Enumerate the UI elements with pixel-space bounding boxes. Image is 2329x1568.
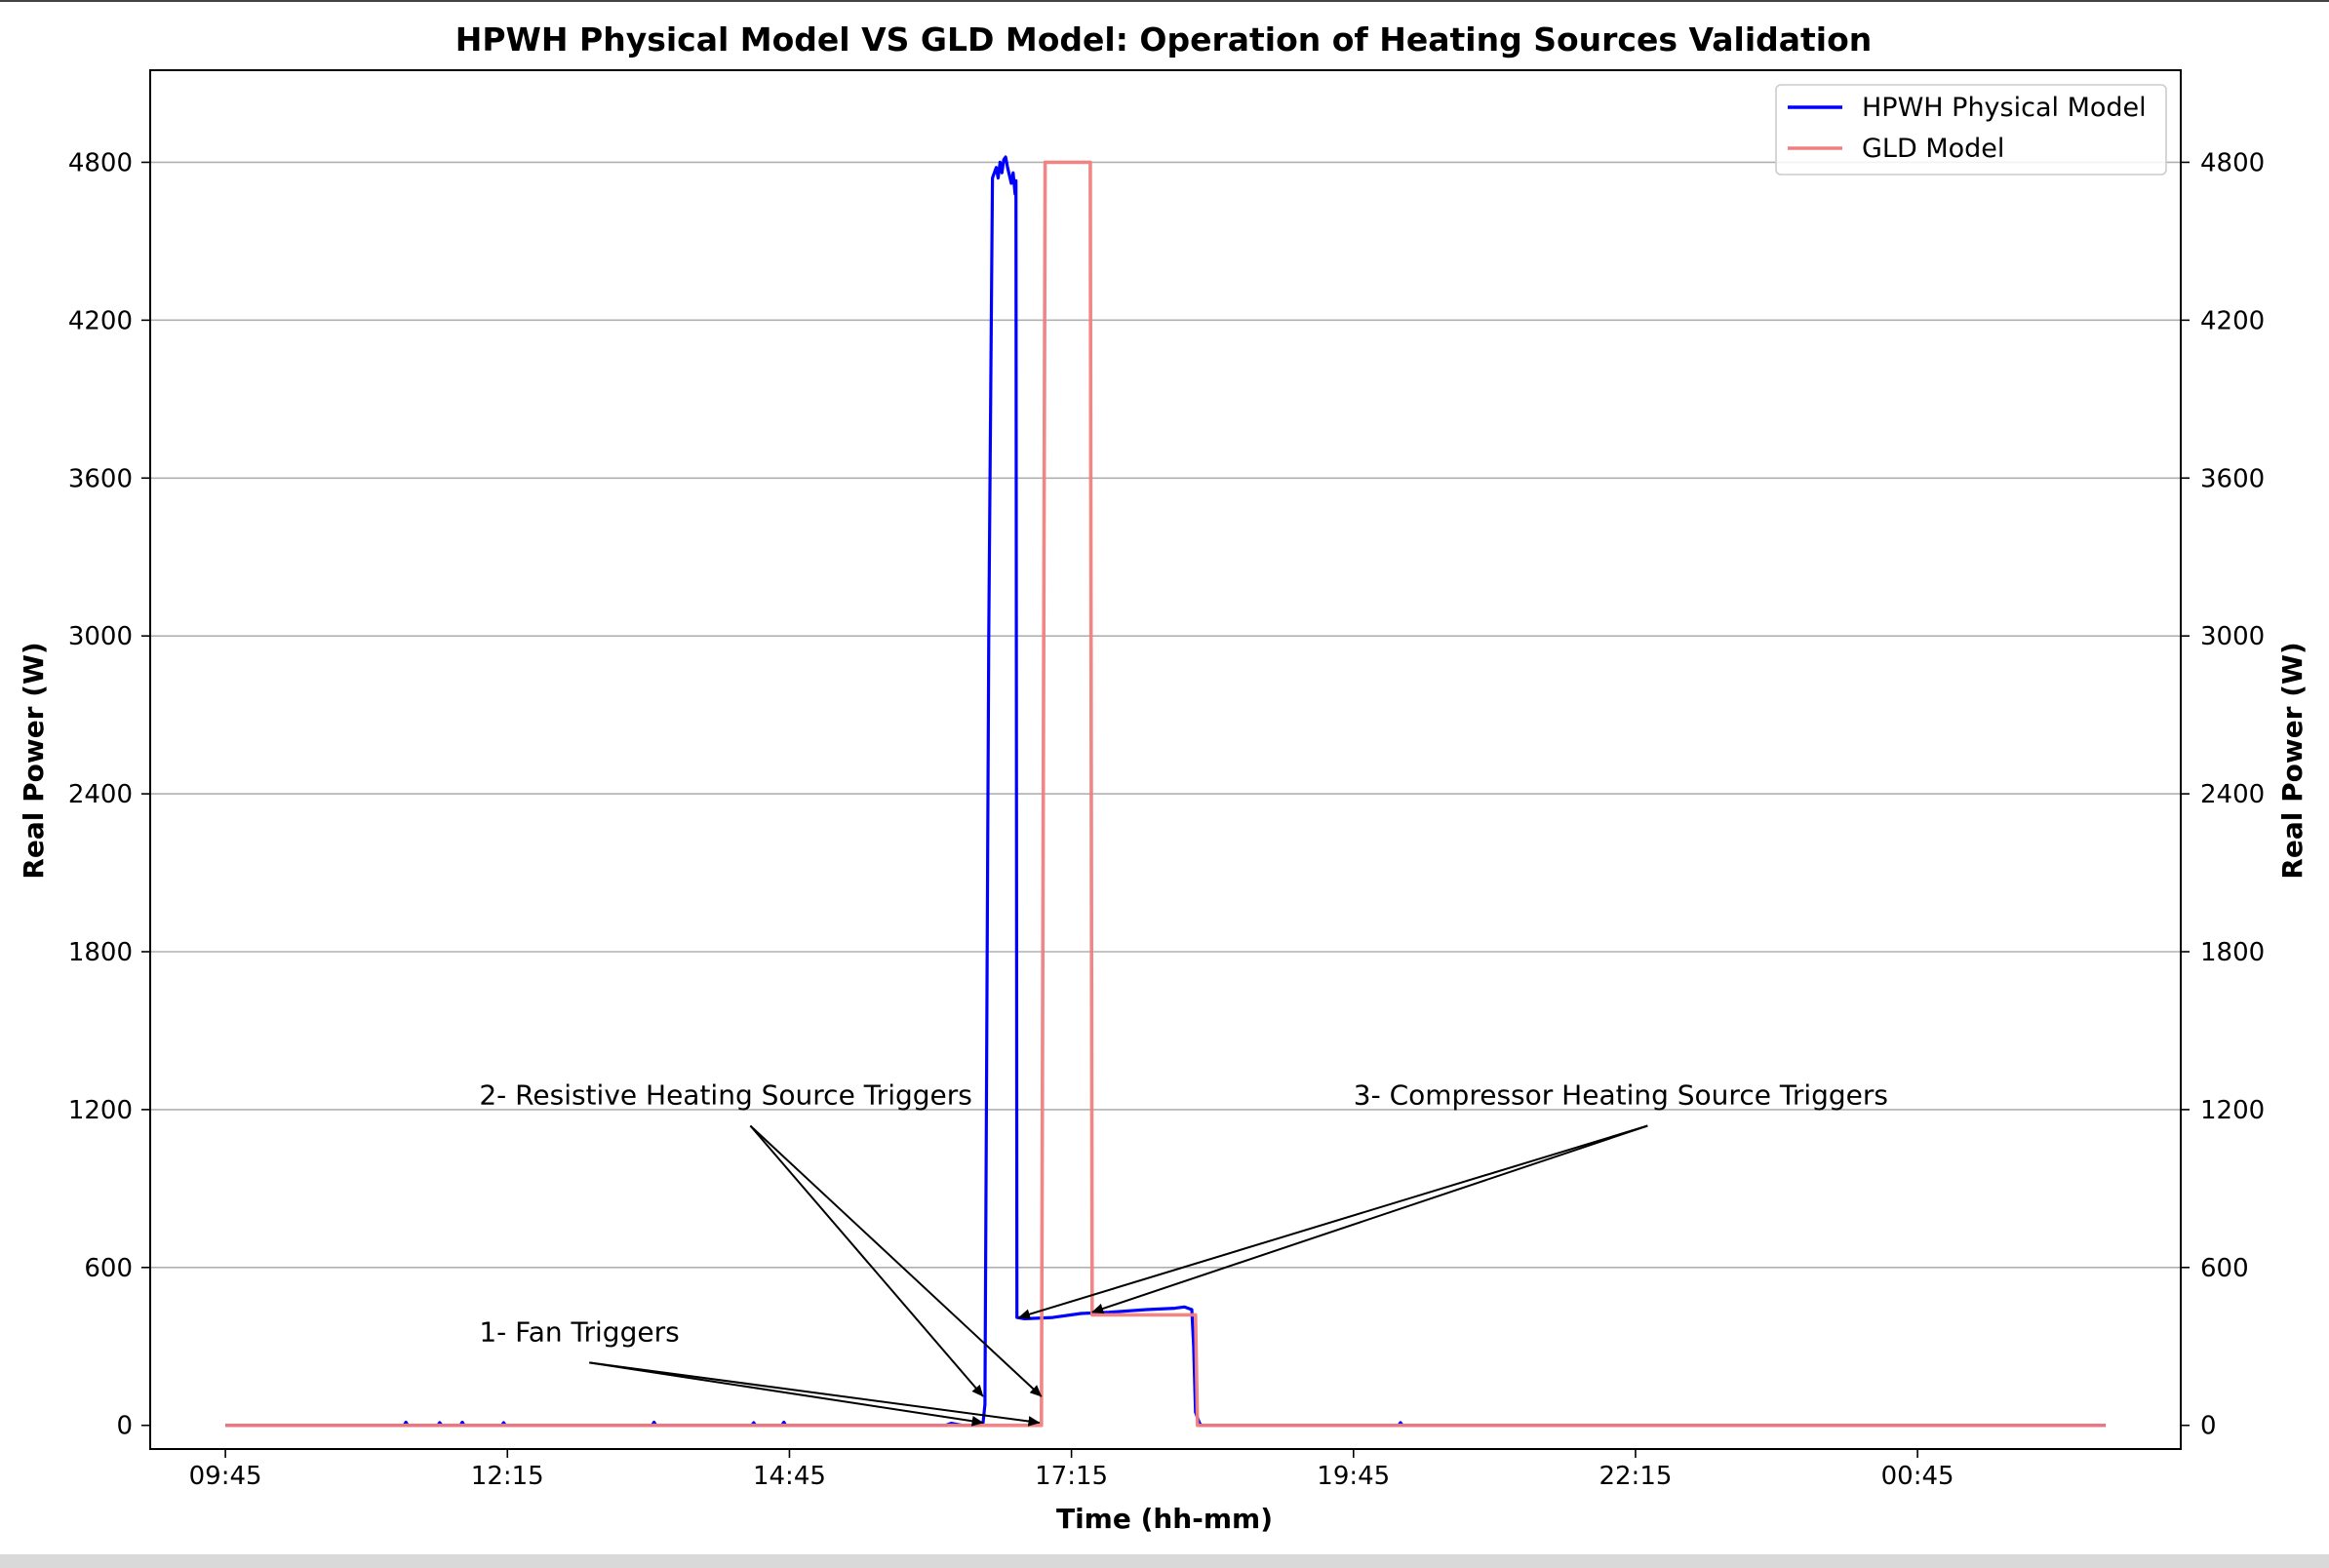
bottom-bar: [0, 1554, 2329, 1568]
annotation-arrow-3-1: [1018, 1124, 1648, 1319]
y-tick-label-left-1800: 1800: [68, 938, 133, 967]
annotation-arrow-1-2: [589, 1361, 1041, 1427]
series-line-1: [225, 160, 2106, 1428]
y-tick-label-right-1200: 1200: [2200, 1096, 2265, 1125]
y-tick-label-left-1200: 1200: [68, 1096, 133, 1125]
x-tick-label-19:45: 19:45: [1317, 1462, 1390, 1491]
legend-label-0: HPWH Physical Model: [1862, 93, 2147, 123]
top-border: [0, 0, 2329, 2]
y-tick-label-left-600: 600: [84, 1254, 133, 1283]
x-tick-label-00:45: 00:45: [1881, 1462, 1954, 1491]
y-tick-label-right-2400: 2400: [2200, 780, 2265, 809]
y-tick-label-right-4800: 4800: [2200, 148, 2265, 177]
y-tick-label-left-0: 0: [116, 1412, 133, 1441]
annotation-arrow-3-2: [1091, 1124, 1648, 1314]
y-tick-label-left-3000: 3000: [68, 622, 133, 651]
annotation-text-3: 3- Compressor Heating Source Triggers: [1354, 1079, 1888, 1112]
x-tick-label-17:15: 17:15: [1035, 1462, 1108, 1491]
y-tick-label-right-4200: 4200: [2200, 306, 2265, 335]
gridlines: [150, 161, 2181, 1269]
y-tick-label-right-3000: 3000: [2200, 622, 2265, 651]
x-tick-label-22:15: 22:15: [1599, 1462, 1672, 1491]
y-tick-label-right-1800: 1800: [2200, 938, 2265, 967]
y-tick-label-left-4800: 4800: [68, 148, 133, 177]
legend: HPWH Physical Model GLD Model: [1775, 84, 2167, 176]
x-tick-label-09:45: 09:45: [189, 1462, 262, 1491]
plot-frame: [149, 69, 2182, 1450]
annotation-arrow-2-2: [749, 1124, 1043, 1397]
annotation-arrow-2-1: [749, 1124, 984, 1397]
y-tick-label-right-3600: 3600: [2200, 464, 2265, 493]
y-tick-label-left-4200: 4200: [68, 306, 133, 335]
y-tick-label-left-2400: 2400: [68, 780, 133, 809]
annotation-arrow-1-1: [589, 1361, 984, 1427]
x-tick-label-12:15: 12:15: [471, 1462, 544, 1491]
y-tick-label-left-3600: 3600: [68, 464, 133, 493]
chart-title: HPWH Physical Model VS GLD Model: Operat…: [455, 20, 1873, 59]
x-axis-label: Time (hh-mm): [1056, 1503, 1273, 1535]
legend-box: [1775, 84, 2167, 176]
annotations: 1- Fan Triggers 2- Resistive Heating Sour…: [479, 1079, 1888, 1427]
annotation-text-1: 1- Fan Triggers: [479, 1315, 679, 1348]
axes: 0 0 600 600 1200 1200 1800 1800 2400 2400 3000 3000…: [68, 69, 2265, 1491]
y-tick-label-right-600: 600: [2200, 1254, 2249, 1283]
series-lines: [225, 155, 2106, 1428]
x-tick-label-14:45: 14:45: [753, 1462, 826, 1491]
y-tick-label-right-0: 0: [2200, 1412, 2217, 1441]
annotation-text-2: 2- Resistive Heating Source Triggers: [479, 1079, 971, 1112]
series-line-0: [225, 155, 2106, 1428]
legend-label-1: GLD Model: [1862, 134, 2004, 164]
y-axis-label-right: Real Power (W): [2276, 642, 2309, 879]
y-axis-label-left: Real Power (W): [18, 642, 50, 879]
